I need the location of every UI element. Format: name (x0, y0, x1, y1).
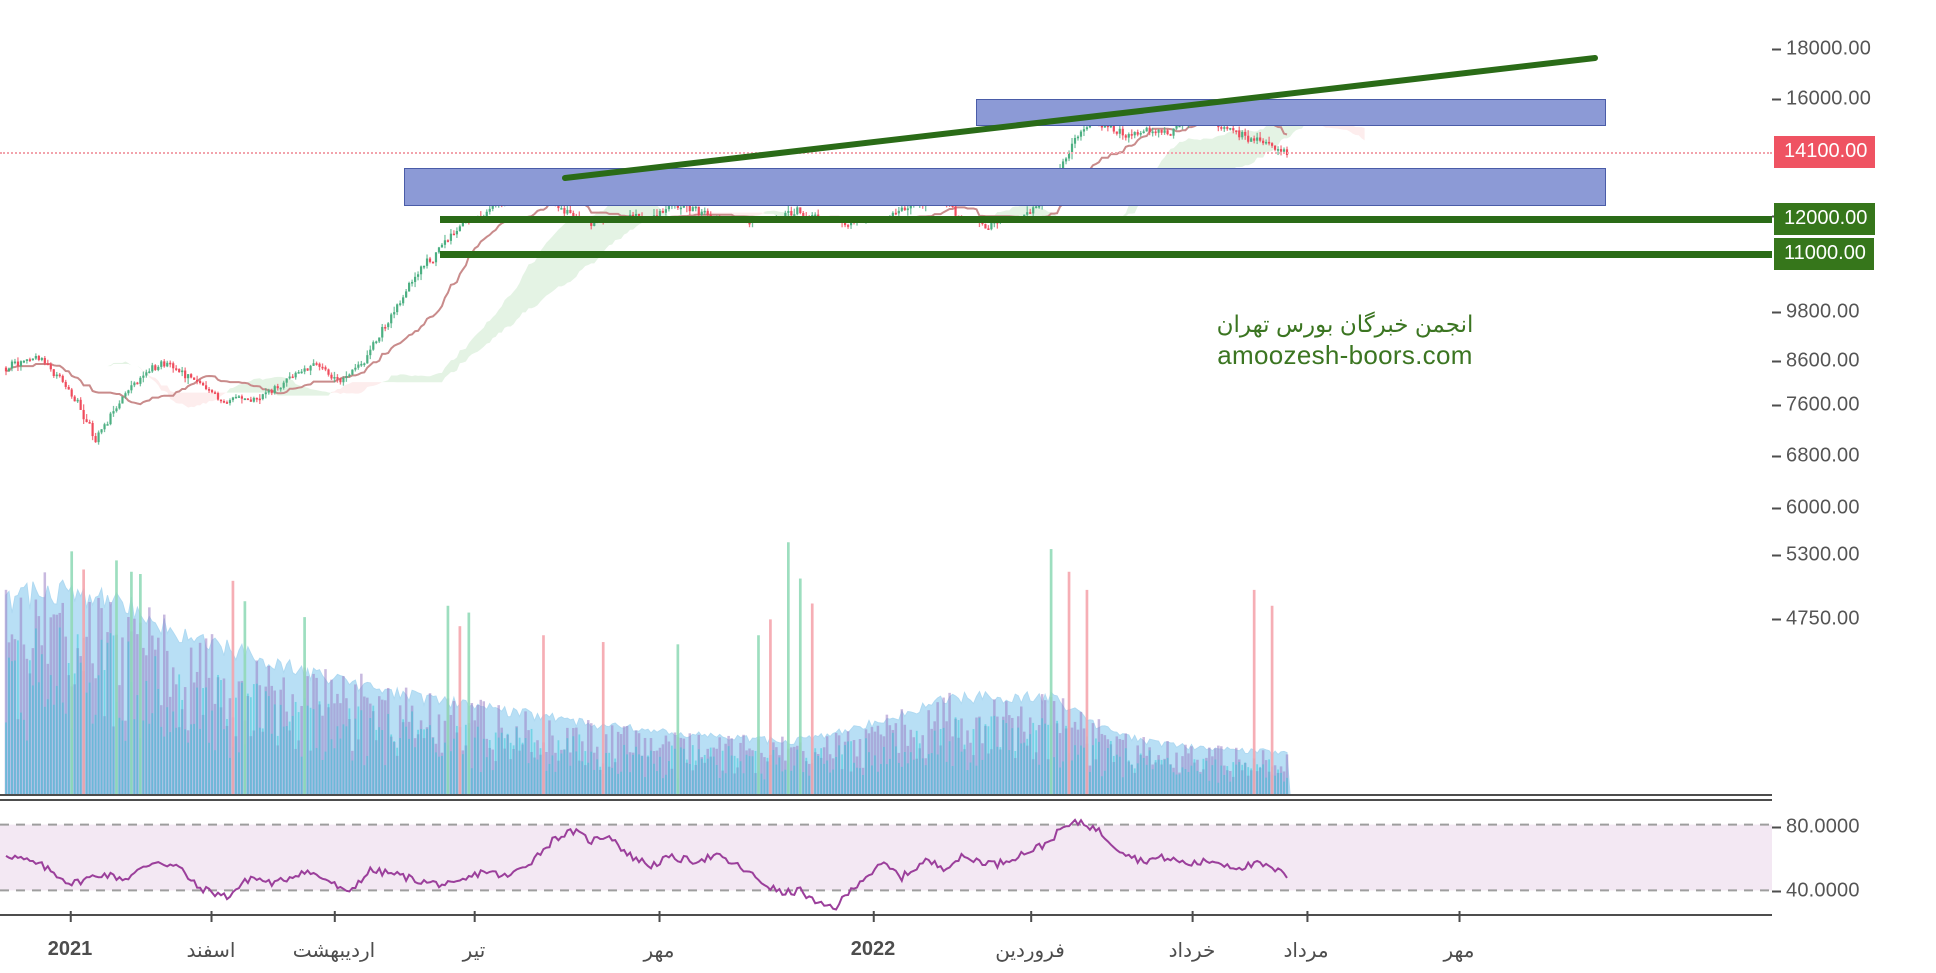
x-tick-text: تیر (462, 940, 486, 962)
x-axis-tick-label: اردیبهشت (292, 911, 376, 963)
y-axis-tick: 4750.00 (1772, 607, 1860, 631)
x-tick-text: خرداد (1168, 940, 1216, 962)
tick-mark (1306, 911, 1308, 922)
x-axis-tick-label: مهر (643, 911, 675, 963)
x-tick-text: مهر (643, 940, 675, 962)
y-axis-tick-label: 18000.00 (1786, 37, 1872, 60)
y-axis-tick: 6800.00 (1772, 444, 1860, 468)
y-axis-tick-label: 9800.00 (1786, 300, 1860, 323)
tick-mark (659, 911, 661, 922)
support-line-11000 (440, 251, 1772, 258)
price-panel[interactable] (0, 0, 1772, 795)
tick-mark (873, 911, 875, 922)
support-price-tag[interactable]: 12000.00 (1774, 203, 1876, 235)
y-axis-tick: 9800.00 (1772, 300, 1860, 324)
tick-mark (1772, 455, 1781, 457)
rsi-panel[interactable] (0, 800, 1772, 915)
x-axis-tick-label: 2021 (47, 911, 93, 961)
trendline-layer (562, 55, 1598, 181)
tick-mark (1192, 911, 1194, 922)
tick-mark (1772, 507, 1781, 509)
y-axis-tick-label: 6000.00 (1786, 496, 1860, 519)
x-tick-text: 2022 (850, 938, 896, 960)
tick-mark (1772, 404, 1781, 406)
x-axis-tick-label: اسفند (186, 911, 236, 963)
tick-mark (1772, 890, 1781, 892)
tick-mark (70, 911, 72, 922)
x-tick-text: اسفند (186, 940, 236, 962)
tick-mark (1772, 98, 1781, 100)
tick-mark (473, 911, 476, 922)
tick-mark (1029, 911, 1032, 922)
tick-mark (1772, 554, 1781, 556)
tick-mark (1772, 48, 1781, 50)
x-tick-text: اردیبهشت (292, 940, 376, 962)
x-axis-tick-label: 2022 (850, 911, 896, 961)
x-axis-tick-label: مهر (1443, 911, 1475, 963)
tick-mark (1459, 911, 1461, 922)
tick-mark (1772, 618, 1781, 620)
tick-mark (1772, 311, 1781, 313)
current-price-tag[interactable]: 14100.00 (1774, 136, 1876, 168)
current-price-line (0, 152, 1772, 154)
rsi-axis-top (0, 799, 1774, 801)
y-axis-tick-label: 5300.00 (1786, 543, 1860, 566)
y-axis-tick-label: 40.0000 (1786, 879, 1860, 902)
tick-mark (1772, 360, 1781, 362)
x-tick-text: فروردین (995, 940, 1065, 962)
y-axis-tick: 8600.00 (1772, 349, 1860, 373)
y-axis-tick: 40.0000 (1772, 879, 1860, 903)
x-axis-tick-label: خرداد (1168, 911, 1216, 963)
y-axis-tick: 6000.00 (1772, 496, 1860, 520)
price-axis-bottom (0, 794, 1774, 796)
rsi-plot-area (0, 818, 1772, 911)
y-axis-tick: 16000.00 (1772, 87, 1872, 111)
x-tick-text: 2021 (47, 938, 93, 960)
y-axis-tick-label: 80.0000 (1786, 815, 1860, 838)
y-axis-tick: 80.0000 (1772, 815, 1860, 839)
tick-mark (333, 911, 336, 922)
y-axis-tick-label: 8600.00 (1786, 349, 1860, 372)
tick-mark (211, 911, 213, 922)
x-axis-tick-label: مرداد (1283, 911, 1329, 963)
x-tick-text: مهر (1443, 940, 1475, 962)
x-tick-text: مرداد (1283, 940, 1329, 962)
y-axis-tick-label: 6800.00 (1786, 444, 1860, 467)
support-line-12000 (440, 216, 1772, 223)
y-axis-tick: 5300.00 (1772, 543, 1860, 567)
supply-zone-upper (976, 99, 1606, 127)
x-axis-tick-label: تیر (462, 911, 486, 963)
y-axis-tick: 18000.00 (1772, 37, 1872, 61)
y-axis-tick-label: 16000.00 (1786, 87, 1872, 110)
rsi-axis-bottom (0, 914, 1774, 916)
y-axis-tick-label: 7600.00 (1786, 393, 1860, 416)
support-price-tag[interactable]: 11000.00 (1774, 238, 1874, 270)
y-axis-tick: 7600.00 (1772, 393, 1860, 417)
y-axis-tick-label: 4750.00 (1786, 607, 1860, 630)
x-axis-tick-label: فروردین (995, 911, 1065, 963)
tick-mark (1772, 826, 1781, 828)
